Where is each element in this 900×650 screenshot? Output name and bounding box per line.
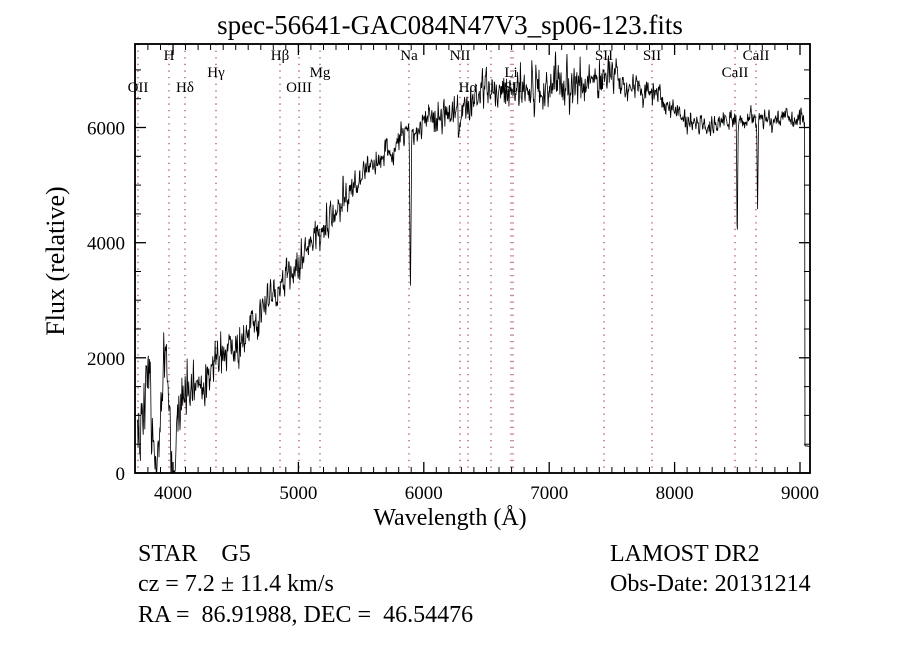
svg-text:Hβ: Hβ (271, 48, 289, 64)
svg-text:0: 0 (116, 464, 126, 485)
svg-text:NII: NII (450, 48, 471, 64)
svg-text:OII: OII (128, 80, 149, 96)
svg-text:7000: 7000 (530, 483, 568, 504)
svg-text:Mg: Mg (310, 65, 331, 81)
svg-text:Hα: Hα (459, 80, 478, 96)
svg-text:8000: 8000 (656, 483, 694, 504)
svg-text:5000: 5000 (279, 483, 317, 504)
svg-text:2000: 2000 (87, 349, 125, 370)
svg-text:Li: Li (504, 65, 517, 81)
svg-text:Na: Na (400, 48, 418, 64)
svg-text:SII: SII (595, 48, 613, 64)
svg-text:Hδ: Hδ (176, 80, 194, 96)
svg-text:SII: SII (504, 80, 522, 96)
svg-text:H: H (164, 48, 175, 64)
svg-text:6000: 6000 (87, 119, 125, 140)
svg-text:CaII: CaII (722, 65, 749, 81)
svg-text:SII: SII (643, 48, 661, 64)
svg-text:Hγ: Hγ (207, 65, 225, 81)
svg-text:4000: 4000 (154, 483, 192, 504)
svg-text:9000: 9000 (781, 483, 819, 504)
svg-text:OIII: OIII (286, 80, 312, 96)
svg-text:CaII: CaII (743, 48, 770, 64)
svg-text:4000: 4000 (87, 234, 125, 255)
svg-text:6000: 6000 (405, 483, 443, 504)
